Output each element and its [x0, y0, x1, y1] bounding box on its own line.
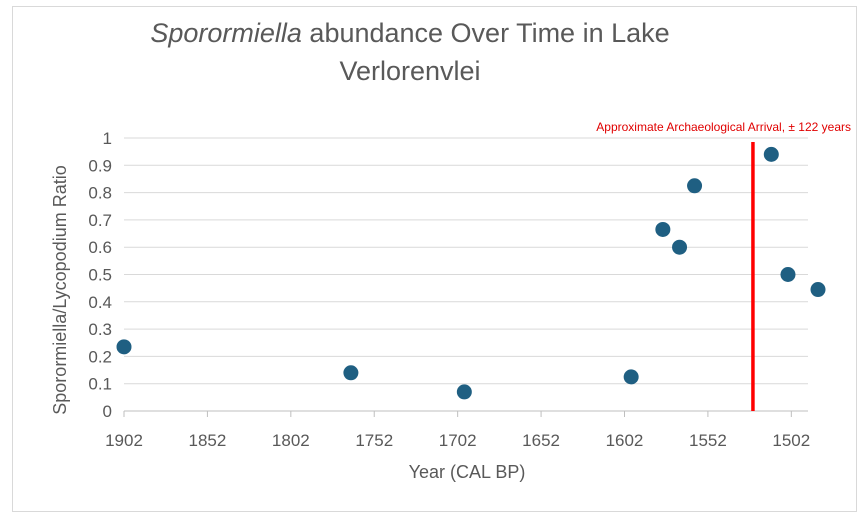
archaeological-arrival-label: Approximate Archaeological Arrival, ± 12…: [596, 120, 851, 134]
y-tick-label: 0.9: [88, 156, 112, 175]
chart-title-italic: Sporormiella: [150, 18, 302, 48]
chart-frame: [12, 6, 857, 512]
data-point: [623, 369, 639, 385]
data-point: [810, 282, 826, 298]
x-tick-label: 1702: [439, 431, 477, 450]
y-axis-title: Sporormiella/Lycopodium Ratio: [50, 165, 70, 414]
x-tick-label: 1902: [105, 431, 143, 450]
data-point: [456, 384, 472, 400]
x-axis-title: Year (CAL BP): [409, 462, 526, 482]
x-tick-label: 1802: [272, 431, 310, 450]
y-tick-label: 0.5: [88, 266, 112, 285]
x-tick-label: 1502: [772, 431, 810, 450]
x-tick-label: 1652: [522, 431, 560, 450]
data-point: [687, 178, 703, 194]
data-point: [655, 221, 671, 237]
y-tick-label: 0.1: [88, 375, 112, 394]
x-tick-label: 1552: [689, 431, 727, 450]
y-tick-label: 0.7: [88, 211, 112, 230]
y-tick-label: 0.2: [88, 347, 112, 366]
chart-title-rest: abundance Over Time in Lake Verlorenvlei: [301, 18, 670, 86]
y-tick-label: 0: [103, 402, 112, 421]
x-tick-label: 1602: [606, 431, 644, 450]
data-point: [672, 239, 688, 255]
x-tick-label: 1852: [189, 431, 227, 450]
data-points: [116, 146, 826, 400]
y-tick-label: 1: [103, 129, 112, 148]
axes: 0 0.1 0.2 0.3 0.4 0.5 0.6 0.7 0.8 0.9 1 1902 1852 180…: [88, 129, 810, 450]
y-tick-label: 0.3: [88, 320, 112, 339]
data-point: [116, 339, 132, 355]
data-point: [780, 267, 796, 282]
data-point: [763, 146, 779, 162]
annotation-layer: Approximate Archaeological Arrival, ± 12…: [596, 120, 851, 411]
gridlines: [124, 137, 808, 385]
y-tick-label: 0.6: [88, 238, 112, 257]
chart-title: Sporormiella abundance Over Time in Lake…: [100, 14, 720, 90]
y-tick-label: 0.4: [88, 293, 112, 312]
y-tick-label: 0.8: [88, 184, 112, 203]
x-tick-label: 1752: [355, 431, 393, 450]
data-point: [343, 365, 359, 381]
